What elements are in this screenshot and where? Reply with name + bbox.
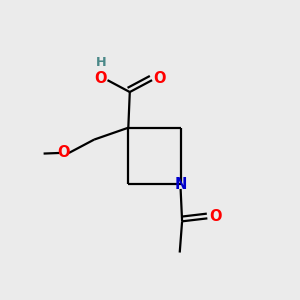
Text: O: O xyxy=(209,209,221,224)
Text: N: N xyxy=(174,177,187,192)
Text: O: O xyxy=(95,71,107,86)
Text: O: O xyxy=(153,71,166,86)
Text: H: H xyxy=(96,56,106,69)
Text: O: O xyxy=(57,145,70,160)
